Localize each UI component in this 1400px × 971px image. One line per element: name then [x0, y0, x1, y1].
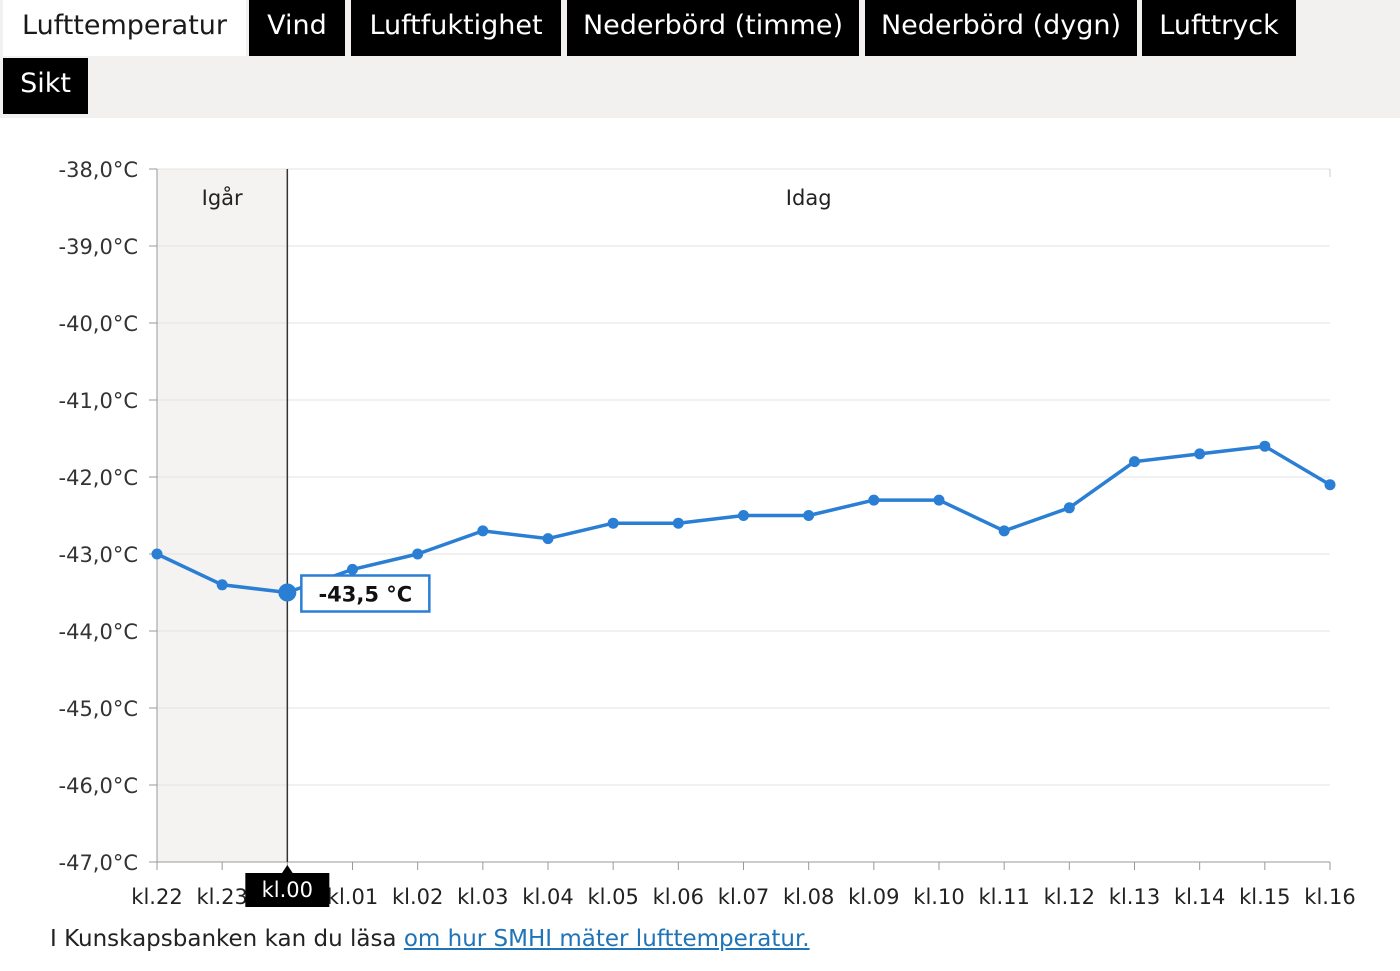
data-point	[542, 533, 554, 545]
x-highlight-pointer	[281, 865, 294, 874]
y-tick-label: -40,0°C	[59, 312, 139, 336]
data-point	[607, 517, 619, 529]
data-point	[1259, 440, 1271, 452]
tab-luftfuktighet[interactable]: Luftfuktighet	[351, 0, 561, 56]
y-tick-label: -46,0°C	[59, 774, 139, 798]
footer-link[interactable]: om hur SMHI mäter lufttemperatur.	[403, 926, 810, 952]
data-point	[998, 525, 1010, 537]
data-point	[1324, 479, 1336, 491]
x-tick-label: kl.14	[1174, 885, 1225, 909]
tooltip-box	[300, 574, 431, 613]
tab-bar: Lufttemperatur Vind Luftfuktighet Nederb…	[0, 0, 1400, 118]
tab-lufttryck[interactable]: Lufttryck	[1142, 0, 1296, 56]
y-tick-label: -47,0°C	[59, 851, 139, 875]
x-tick-label: kl.07	[718, 885, 769, 909]
tab-sikt[interactable]: Sikt	[3, 58, 88, 114]
x-tick-label: kl.08	[783, 885, 834, 909]
y-tick-label: -41,0°C	[59, 389, 139, 413]
tab-lufttemperatur[interactable]: Lufttemperatur	[3, 0, 246, 56]
footer-text: I Kunskapsbanken kan du läsa om hur SMHI…	[50, 926, 810, 952]
x-tick-label: kl.15	[1239, 885, 1290, 909]
tooltip-text: -43,5 °C	[318, 583, 412, 607]
data-point	[347, 563, 358, 575]
x-tick-label: kl.16	[1304, 885, 1355, 909]
tab-vind[interactable]: Vind	[249, 0, 345, 56]
footer-intro: I Kunskapsbanken kan du läsa	[50, 926, 404, 952]
region-shade-0	[157, 169, 288, 862]
data-point	[477, 525, 489, 537]
y-tick-label: -43,0°C	[59, 543, 139, 567]
data-point	[151, 548, 163, 560]
data-point	[738, 510, 749, 521]
region-label: Idag	[786, 186, 832, 210]
data-point	[1194, 448, 1206, 460]
data-point	[803, 510, 815, 521]
y-tick-label: -38,0°C	[59, 158, 139, 182]
x-tick-label: kl.04	[522, 885, 573, 909]
y-tick-label: -39,0°C	[59, 235, 139, 259]
tab-nederbord-timme[interactable]: Nederbörd (timme)	[567, 0, 859, 56]
x-tick-label: kl.09	[848, 885, 899, 909]
x-tick-label: kl.01	[327, 885, 378, 909]
x-highlight-box	[245, 873, 330, 907]
tab-nederbord-dygn[interactable]: Nederbörd (dygn)	[865, 0, 1137, 56]
x-tick-label: kl.23	[196, 885, 247, 909]
chart-svg: -38,0°C -39,0°C -40,0°C -41,0°C -42,0°C -43,0…	[59, 158, 1356, 909]
x-tick-label: kl.02	[392, 885, 443, 909]
data-point	[672, 517, 684, 529]
x-tick-label: kl.22	[131, 885, 182, 909]
x-tick-label: kl.06	[653, 885, 704, 909]
data-point	[216, 579, 228, 591]
data-point	[1063, 502, 1075, 514]
data-point	[1129, 456, 1140, 468]
data-point	[412, 548, 424, 560]
x-highlight-label: kl.00	[262, 878, 313, 902]
data-point	[933, 494, 945, 506]
y-tick-label: -42,0°C	[59, 466, 139, 490]
y-tick-label: -44,0°C	[59, 620, 139, 644]
data-point	[868, 494, 880, 506]
x-tick-label: kl.12	[1044, 885, 1095, 909]
x-tick-label: kl.10	[913, 885, 964, 909]
data-point-highlight	[278, 583, 297, 602]
y-tick-label: -45,0°C	[59, 697, 139, 721]
x-tick-label: kl.05	[587, 885, 638, 909]
x-tick-label: kl.03	[457, 885, 508, 909]
region-label: Igår	[202, 185, 243, 210]
temperature-chart: -38,0°C -39,0°C -40,0°C -41,0°C -42,0°C -43,0…	[0, 118, 1400, 967]
x-tick-label: kl.11	[978, 885, 1029, 909]
x-tick-label: kl.13	[1109, 885, 1160, 909]
